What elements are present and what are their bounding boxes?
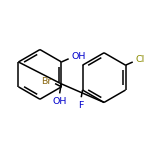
Text: Br: Br [41,77,52,86]
Text: OH: OH [71,52,85,61]
Text: OH: OH [52,97,67,106]
Text: F: F [78,101,84,110]
Text: Cl: Cl [135,55,144,64]
